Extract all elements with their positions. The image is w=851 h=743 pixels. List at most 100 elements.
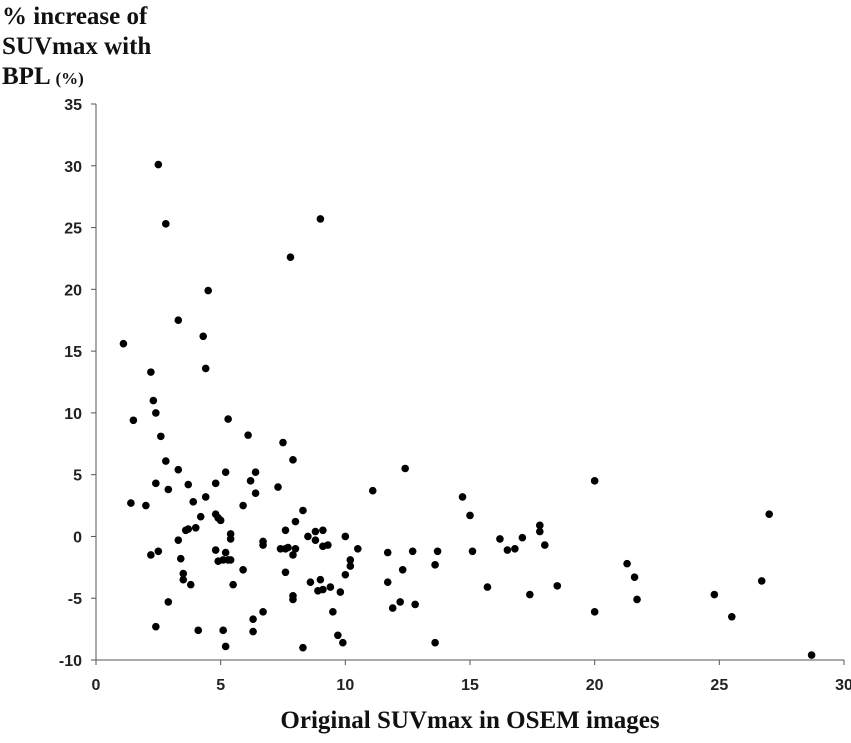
data-point [807,651,816,659]
data-point [284,543,292,552]
data-point [229,580,237,589]
x-tick-label: 5 [216,677,225,694]
y-tick-group: -10 -5 0 5 10 15 20 25 30 35 [59,97,96,670]
x-tick-label: 25 [710,677,728,694]
data-point [142,501,150,510]
data-point [291,517,300,526]
data-point [319,526,327,535]
y-tick-label: 5 [73,468,82,485]
data-point [289,551,297,559]
data-point [765,510,773,519]
data-point [154,160,163,169]
data-point [633,595,641,604]
y-tick-label: -10 [59,653,82,670]
data-point [728,612,736,621]
data-point [191,523,200,532]
data-point [196,512,205,521]
data-point [299,643,307,652]
data-point [201,364,210,373]
data-point [329,608,337,616]
data-point [319,585,327,594]
data-point [246,477,255,485]
data-point [176,554,185,563]
data-point [536,521,544,530]
data-point [553,582,562,590]
data-point [211,479,220,488]
data-point [354,545,362,553]
data-point [226,535,235,543]
y-tick-label: 30 [64,159,82,176]
data-point [383,578,392,586]
data-point [496,535,504,543]
data-point [186,580,195,589]
data-point [239,566,247,574]
data-point [341,570,350,579]
data-point [503,546,512,554]
data-point [541,541,549,549]
y-tick-label: 35 [64,97,82,114]
data-point [157,432,165,441]
data-point [433,547,442,556]
data-point [219,626,227,635]
data-point [511,545,519,553]
data-point [336,588,345,596]
data-point [129,416,138,425]
data-point [174,536,183,544]
data-point [152,409,160,417]
data-point [274,483,282,491]
data-point [221,548,230,557]
data-point [154,547,163,556]
data-point [221,468,230,476]
data-point [179,575,188,584]
data-point [536,527,544,536]
data-point [311,536,320,544]
data-point [199,332,208,341]
y-axis-label-text: BPL [2,63,50,90]
data-point [249,615,257,624]
data-point [526,590,534,599]
data-point [401,464,409,473]
data-point [623,559,631,568]
y-tick-label: 10 [64,406,82,423]
y-axis-label-line-3: BPL (%) [2,64,84,89]
data-point [326,583,335,591]
data-point [710,590,719,599]
data-point [162,220,170,228]
x-tick-label: 30 [835,677,851,694]
data-point [316,215,325,223]
x-axis-label: Original SUVmax in OSEM images [280,707,660,734]
x-tick-group: 0 5 10 15 20 25 30 [92,660,851,694]
data-point [299,506,307,515]
data-point [147,551,155,559]
data-point [304,532,312,541]
data-point [590,477,599,485]
x-tick-label: 0 [92,677,101,694]
data-point [204,286,212,295]
data-points [119,160,816,659]
data-point [164,598,173,606]
data-point [286,253,295,262]
x-tick-label: 10 [336,677,354,694]
data-point [194,626,203,635]
data-point [316,575,325,584]
data-point [201,493,210,501]
data-point [289,456,297,464]
data-point [127,499,135,507]
y-axis-label-unit: (%) [55,69,84,88]
y-tick-label: 15 [64,344,82,361]
data-point [216,516,225,525]
data-point [630,573,639,582]
data-point [466,511,474,520]
data-point [119,339,128,348]
data-point [346,556,355,564]
data-point [757,577,766,585]
data-point [244,431,252,439]
data-point [189,498,198,506]
data-point [458,493,467,501]
data-point [311,527,320,536]
data-point [259,541,267,549]
data-point [431,561,439,569]
data-point [249,627,257,636]
data-point [281,568,290,577]
data-point [259,608,267,616]
